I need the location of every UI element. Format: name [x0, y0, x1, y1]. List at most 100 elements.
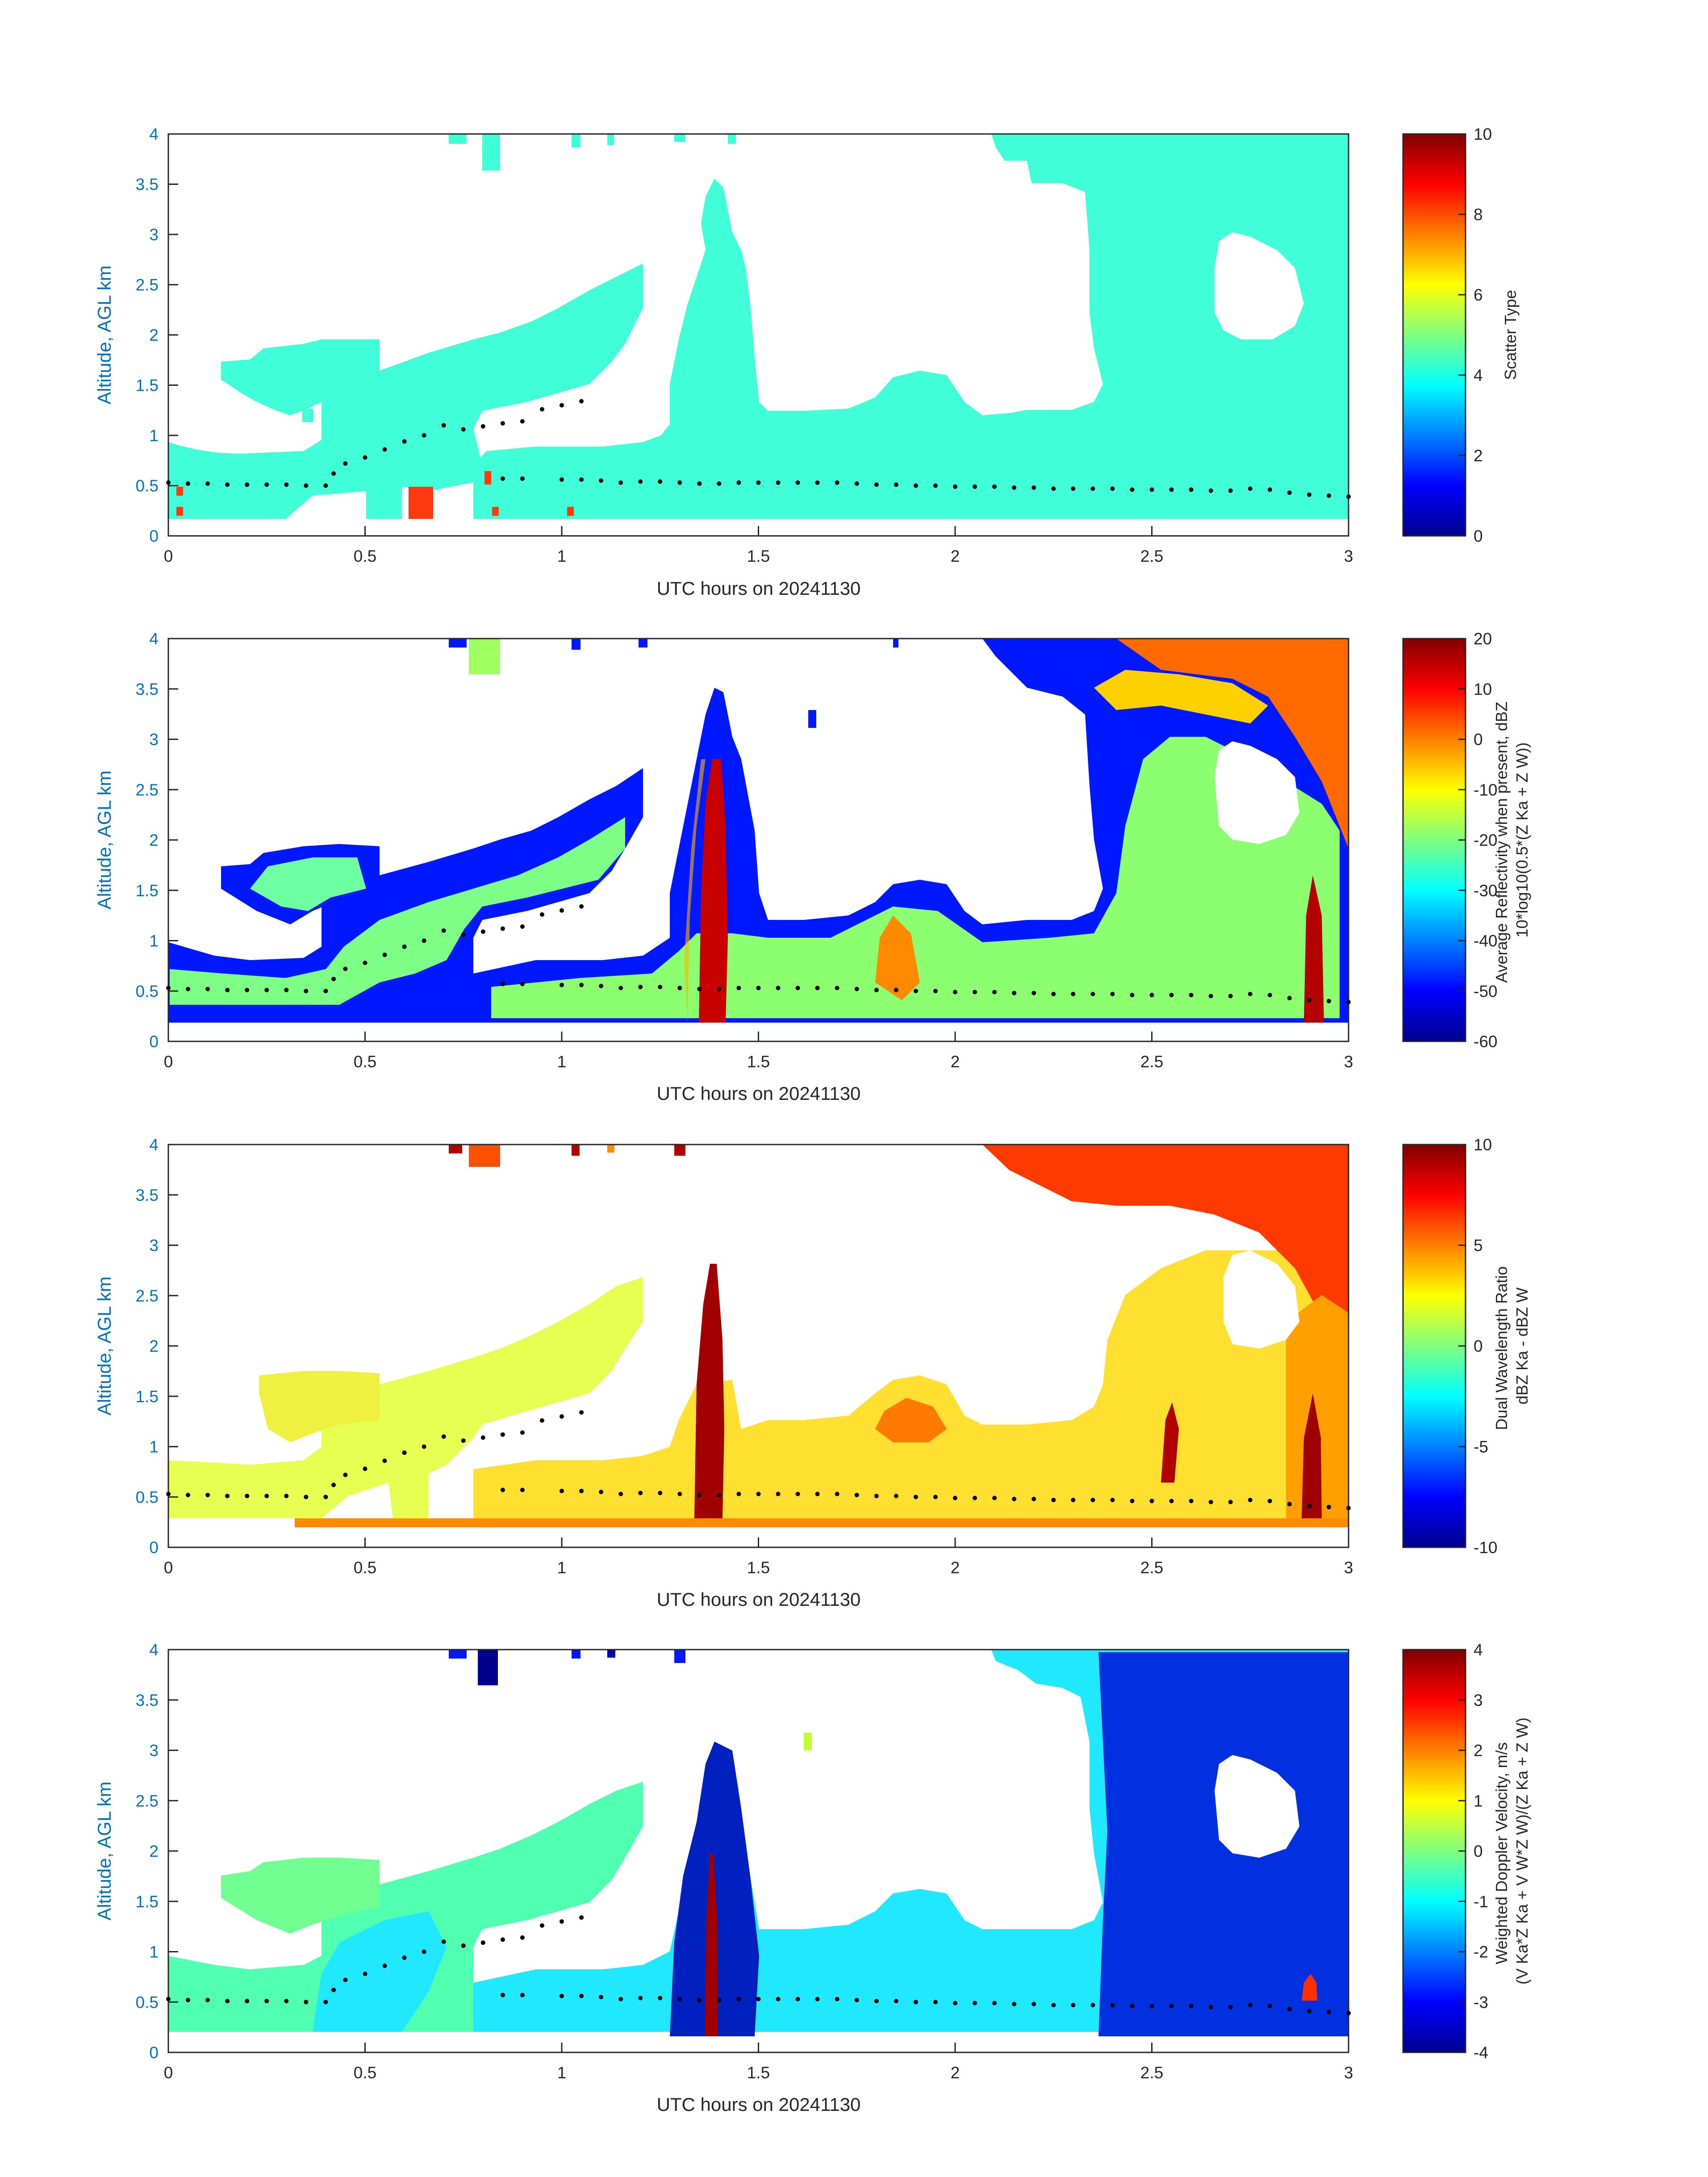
cloud-base-dot — [186, 1997, 191, 2002]
echo-scattered-top — [449, 1145, 685, 1167]
cloud-base-dot — [1090, 992, 1095, 997]
cloud-base-dot — [795, 1997, 800, 2002]
cloud-base-dot — [520, 924, 525, 929]
cloud-base-dot — [795, 480, 800, 485]
cloud-base-dot — [1071, 486, 1076, 491]
cloud-base-dot — [677, 480, 682, 485]
cloud-base-dot — [1012, 485, 1017, 490]
y-axis-label: Altitude, AGL km — [94, 265, 115, 404]
cloud-base-dot — [717, 1492, 722, 1497]
cloud-base-dot — [854, 986, 859, 991]
colorbar-tick-label: 10 — [1474, 125, 1492, 143]
colorbar-tick-label: 0 — [1474, 731, 1483, 749]
cloud-base-dot — [697, 481, 702, 486]
cloud-base-dot — [560, 403, 564, 408]
cloud-base-dot — [323, 483, 328, 488]
cloud-base-dot — [697, 1492, 702, 1497]
cloud-base-dot — [1130, 1499, 1135, 1504]
cloud-base-dot — [697, 986, 702, 991]
cloud-base-dot — [1248, 992, 1253, 997]
cloud-base-dot — [1051, 992, 1056, 997]
colorbar-gradient — [1402, 1144, 1466, 1548]
colorbar-tick-label: 10 — [1474, 1136, 1492, 1154]
y-tick-label: 3 — [149, 226, 159, 244]
colorbar-tick-label: 2 — [1474, 447, 1483, 465]
echo-anvil — [259, 1371, 380, 1442]
cloud-base-dot — [1287, 490, 1292, 495]
cloud-base-dot — [304, 2000, 309, 2005]
y-tick-label: 0 — [149, 527, 159, 545]
cloud-base-dot — [1110, 2003, 1115, 2008]
cloud-base-dot — [1287, 2007, 1292, 2012]
cloud-base-dot — [1051, 486, 1056, 491]
cloud-base-dot — [717, 1997, 722, 2002]
cloud-base-dot — [1208, 1500, 1213, 1504]
y-tick-label: 1.5 — [136, 376, 159, 395]
cloud-base-dot — [225, 987, 230, 992]
echo-upper-right-strong — [1116, 639, 1349, 848]
x-tick-label: 2 — [951, 2064, 960, 2082]
cloud-base-dot — [638, 1996, 643, 2001]
cloud-base-dot — [323, 1495, 328, 1500]
cloud-base-dot — [638, 479, 643, 484]
cloud-base-dot — [560, 1993, 564, 1998]
cloud-base-dot — [1031, 990, 1036, 995]
cloud-base-dot — [973, 484, 977, 489]
cloud-base-dot — [1169, 487, 1174, 492]
cloud-base-dot — [874, 987, 879, 992]
x-tick-label: 2.5 — [1140, 547, 1163, 565]
x-tick-label: 1 — [557, 1053, 567, 1071]
y-tick-label: 2.5 — [136, 781, 159, 799]
colorbar-tick-label: 4 — [1474, 366, 1483, 384]
y-axis-label: Altitude, AGL km — [94, 1781, 115, 1920]
colorbar-tick-label: 10 — [1474, 680, 1492, 698]
cloud-base-dot — [1326, 493, 1331, 498]
cloud-base-dot — [500, 1432, 505, 1437]
cloud-base-dot — [992, 1496, 997, 1500]
cloud-base-dot — [284, 482, 289, 487]
cloud-base-dot — [1307, 998, 1311, 1003]
heatmap-field — [168, 639, 1349, 1023]
cloud-base-dot — [186, 986, 191, 991]
cloud-base-dot — [245, 1493, 250, 1498]
cloud-base-dot — [500, 1993, 505, 1997]
cloud-base-dot — [331, 1988, 336, 1993]
echo-upper-right-orange — [1286, 1295, 1349, 1518]
cloud-base-dot — [933, 2000, 938, 2005]
cloud-base-dot — [304, 1495, 309, 1500]
cloud-base-dots — [166, 1915, 1351, 2016]
cloud-base-dot — [717, 481, 722, 486]
cloud-base-dot — [1346, 1000, 1351, 1005]
x-axis-label: UTC hours on 20241130 — [657, 2094, 861, 2115]
cloud-base-dot — [205, 986, 210, 991]
cloud-base-dot — [1149, 487, 1154, 492]
cloud-base-dot — [1208, 488, 1213, 493]
y-tick-label: 3.5 — [136, 680, 159, 698]
cloud-base-dot — [776, 986, 781, 990]
echo-low-left — [168, 1277, 643, 1518]
cloud-base-dot — [1189, 2004, 1194, 2009]
y-tick-label: 3.5 — [136, 175, 159, 194]
cloud-base-dot — [245, 482, 250, 487]
cloud-base-dot — [736, 986, 741, 990]
echo-anvil — [221, 1858, 380, 1934]
y-tick-label: 2 — [149, 326, 159, 344]
colorbar-label: Average Reflectivity when present, dBZ 1… — [1492, 697, 1531, 983]
x-tick-label: 0 — [164, 2064, 173, 2082]
cloud-base-dot — [835, 480, 839, 485]
colorbar-tick-label: -60 — [1474, 1032, 1497, 1051]
cloud-base-dot — [520, 1488, 525, 1492]
x-axis: 0 0.5 1 1.5 2 2.5 3 — [164, 526, 1353, 565]
cloud-base-dot — [638, 1491, 643, 1496]
echo-upper-right-red — [982, 1145, 1349, 1362]
echo-scatter-type-8 — [176, 471, 574, 519]
colorbar-tick-label: -3 — [1474, 1993, 1488, 2011]
cloud-base-dot — [166, 986, 171, 990]
cloud-base-dot — [461, 1438, 466, 1443]
cloud-base-dot — [894, 1998, 898, 2003]
cloud-base-dot — [835, 1492, 839, 1496]
x-tick-label: 3 — [1344, 547, 1353, 565]
cloud-base-dot — [1031, 485, 1036, 490]
y-tick-label: 3.5 — [136, 1186, 159, 1204]
